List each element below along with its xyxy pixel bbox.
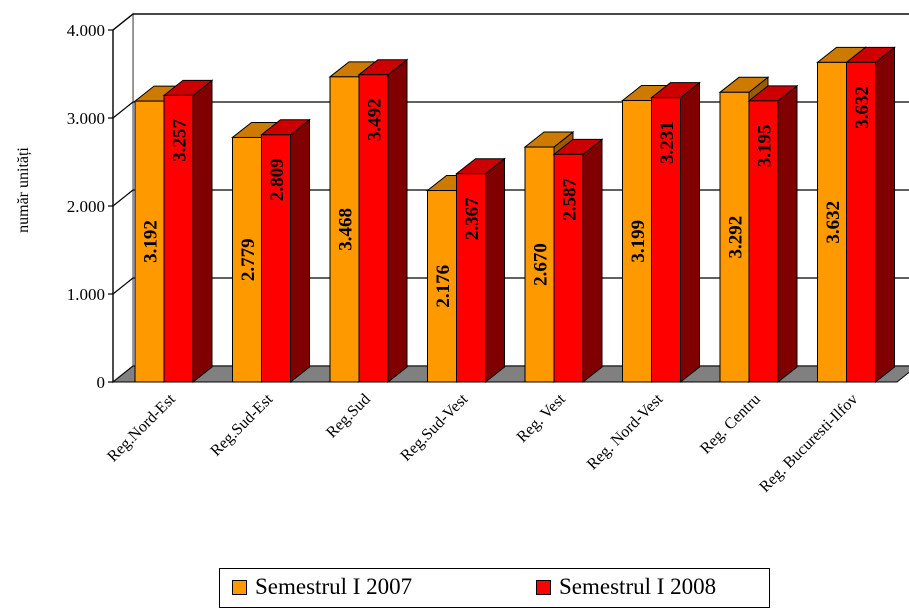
data-label: 2.809 bbox=[267, 158, 288, 201]
y-tick-label: 2.000 bbox=[67, 197, 105, 216]
bar bbox=[358, 74, 389, 383]
data-label: 3.199 bbox=[628, 220, 649, 263]
bar-group: 2.587 bbox=[552, 138, 604, 384]
data-label: 3.632 bbox=[852, 86, 873, 129]
bar-side bbox=[485, 157, 505, 384]
bar bbox=[427, 190, 457, 383]
bar bbox=[553, 153, 584, 383]
category-label: Reg.Nord-Est bbox=[104, 390, 179, 465]
data-label: 3.632 bbox=[823, 201, 844, 244]
bar bbox=[261, 134, 291, 383]
gridline-diag bbox=[112, 189, 134, 207]
data-label: 3.468 bbox=[336, 208, 357, 251]
bar bbox=[163, 94, 194, 383]
bar-group: 3.257 bbox=[162, 79, 214, 384]
bar-side bbox=[777, 84, 798, 384]
category-label: Reg. Centru bbox=[697, 391, 764, 458]
legend: Semestrul I 2007 Semestrul I 2008 bbox=[219, 568, 770, 608]
category-label: Reg.Sud-Est bbox=[207, 390, 276, 459]
bar-side bbox=[680, 81, 700, 384]
bar-side bbox=[387, 58, 408, 384]
bar bbox=[456, 173, 486, 383]
data-label: 2.670 bbox=[531, 243, 552, 286]
y-tick-label: 1.000 bbox=[67, 285, 105, 304]
bar bbox=[232, 136, 262, 383]
bar bbox=[846, 61, 876, 383]
bar bbox=[329, 76, 360, 383]
bar bbox=[651, 97, 681, 383]
y-axis-label: număr unități bbox=[15, 147, 32, 233]
legend-item-2007: Semestrul I 2007 bbox=[232, 574, 412, 600]
bar bbox=[748, 100, 779, 383]
data-label: 2.587 bbox=[560, 177, 581, 220]
bar-side bbox=[582, 138, 603, 384]
bar-group: 2.367 bbox=[455, 157, 506, 384]
bar-group: 3.195 bbox=[747, 84, 799, 384]
data-label: 2.367 bbox=[462, 197, 483, 240]
category-label: Reg. Nord-Vest bbox=[584, 390, 667, 473]
bar bbox=[622, 99, 652, 383]
data-label: 2.779 bbox=[238, 238, 259, 281]
legend-label-2007: Semestrul I 2007 bbox=[255, 574, 413, 599]
bar bbox=[524, 146, 555, 383]
legend-item-2008: Semestrul I 2008 bbox=[536, 574, 716, 600]
data-label: 3.292 bbox=[726, 216, 747, 259]
data-label: 3.492 bbox=[365, 98, 386, 141]
y-tick-label: 0 bbox=[97, 373, 106, 392]
legend-label-2008: Semestrul I 2008 bbox=[559, 574, 717, 599]
bar-group: 3.231 bbox=[650, 81, 701, 384]
bar-group: 2.809 bbox=[260, 118, 311, 384]
bar-side bbox=[192, 79, 213, 384]
data-label: 3.231 bbox=[657, 121, 678, 164]
bar-side bbox=[875, 46, 895, 384]
bar-group: 3.492 bbox=[357, 58, 409, 384]
category-label: Reg.Sud bbox=[323, 391, 374, 442]
gridline-diag bbox=[112, 13, 134, 31]
category-label: Reg.Sud-Vest bbox=[397, 390, 471, 464]
category-label: Reg. Bucuresti-Ilfov bbox=[756, 391, 861, 496]
data-label: 3.195 bbox=[755, 124, 776, 167]
data-label: 3.257 bbox=[170, 119, 191, 162]
gridline-diag bbox=[112, 277, 134, 295]
y-tick-label: 3.000 bbox=[67, 109, 105, 128]
bar bbox=[134, 100, 165, 383]
bar-group: 3.632 bbox=[845, 46, 896, 384]
category-label: Reg. Vest bbox=[514, 390, 570, 446]
data-label: 2.176 bbox=[433, 265, 454, 308]
legend-swatch-2008 bbox=[536, 579, 551, 595]
y-tick-label: 4.000 bbox=[67, 21, 105, 40]
legend-swatch-2007 bbox=[232, 579, 247, 595]
gridline-diag bbox=[112, 101, 134, 119]
bar-side bbox=[290, 118, 310, 384]
data-label: 3.192 bbox=[141, 220, 162, 263]
